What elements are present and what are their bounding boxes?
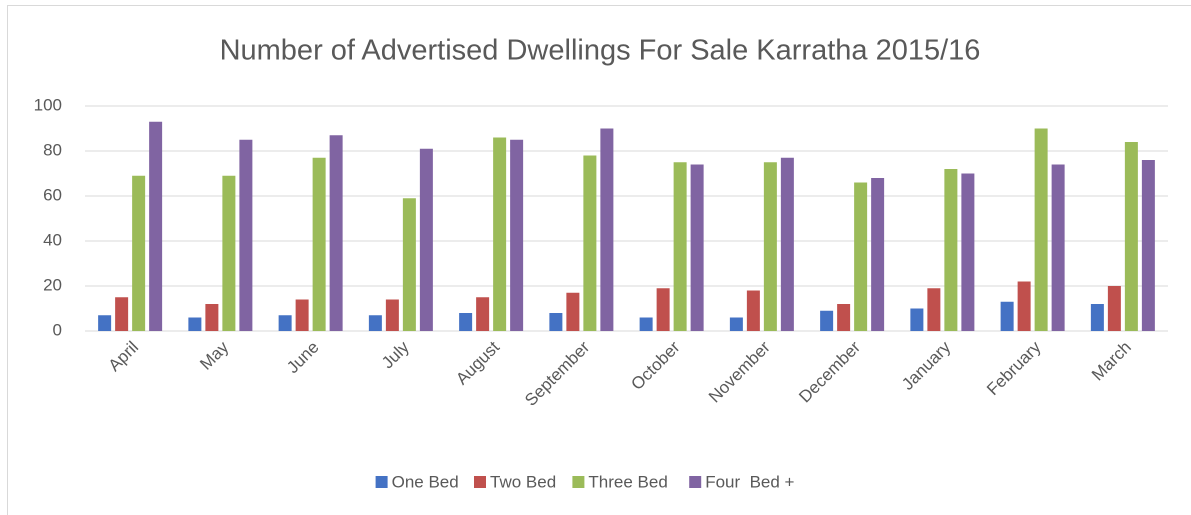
bar: [837, 304, 851, 331]
bar: [1034, 128, 1048, 331]
bar: [639, 317, 653, 331]
bar: [871, 178, 885, 331]
bar: [566, 292, 580, 331]
bar: [1090, 304, 1104, 331]
bar: [729, 317, 743, 331]
bar: [549, 313, 563, 331]
y-tick-label: 20: [43, 275, 62, 294]
bar: [188, 317, 202, 331]
chart-title: Number of Advertised Dwellings For Sale …: [220, 35, 981, 67]
bar: [402, 198, 416, 331]
bar: [1017, 281, 1031, 331]
bar: [1051, 164, 1065, 331]
x-tick-label: March: [1088, 338, 1135, 385]
y-tick-label: 60: [43, 185, 62, 204]
y-tick-label: 40: [43, 230, 62, 249]
bar: [149, 121, 163, 331]
bar: [385, 299, 399, 331]
legend-label: Four Bed +: [705, 472, 794, 491]
legend-label: One Bed: [392, 472, 459, 491]
bar: [780, 157, 794, 331]
bar: [278, 315, 292, 331]
x-tick-label: August: [452, 337, 503, 388]
bar: [746, 290, 760, 331]
bar: [583, 155, 597, 331]
bar: [910, 308, 924, 331]
bar: [419, 148, 433, 331]
x-tick-label: November: [705, 337, 774, 406]
bar: [927, 288, 941, 331]
bar: [368, 315, 382, 331]
x-tick-label: July: [378, 337, 413, 372]
bar: [493, 137, 507, 331]
x-tick-label: September: [521, 337, 593, 409]
bar: [510, 139, 524, 331]
legend-label: Two Bed: [490, 472, 556, 491]
bar: [239, 139, 253, 331]
bar: [961, 173, 975, 331]
legend-swatch: [474, 476, 486, 488]
legend-swatch: [689, 476, 702, 488]
bar: [205, 304, 219, 331]
bar: [1000, 301, 1014, 331]
x-tick-label: October: [627, 337, 683, 393]
bar: [476, 297, 490, 331]
x-tick-label: April: [105, 338, 142, 375]
y-tick-label: 80: [43, 140, 62, 159]
legend-swatch: [375, 476, 388, 488]
bar: [1124, 142, 1138, 331]
bar: [459, 313, 473, 331]
bar: [1141, 160, 1155, 331]
y-tick-label: 0: [53, 320, 62, 339]
bar: [763, 162, 777, 331]
y-tick-label: 100: [34, 95, 62, 114]
legend-swatch: [572, 476, 585, 488]
bar: [600, 128, 614, 331]
bar: [1107, 286, 1121, 331]
chart-frame: [7, 5, 1191, 515]
bar: [820, 310, 834, 331]
bar: [132, 175, 146, 331]
bar: [944, 169, 958, 331]
bar: [656, 288, 670, 331]
bar: [854, 182, 868, 331]
bar: [673, 162, 687, 331]
bar: [690, 164, 704, 331]
x-tick-label: December: [795, 337, 864, 406]
bar: [98, 315, 112, 331]
bar: [115, 297, 129, 331]
legend-label: Three Bed: [588, 472, 667, 491]
x-tick-label: January: [898, 337, 955, 394]
bar: [312, 157, 326, 331]
bar: [222, 175, 236, 331]
x-tick-label: June: [283, 338, 323, 378]
bar: [295, 299, 309, 331]
bar: [329, 135, 343, 331]
x-tick-label: May: [196, 337, 232, 373]
x-tick-label: February: [983, 337, 1045, 399]
